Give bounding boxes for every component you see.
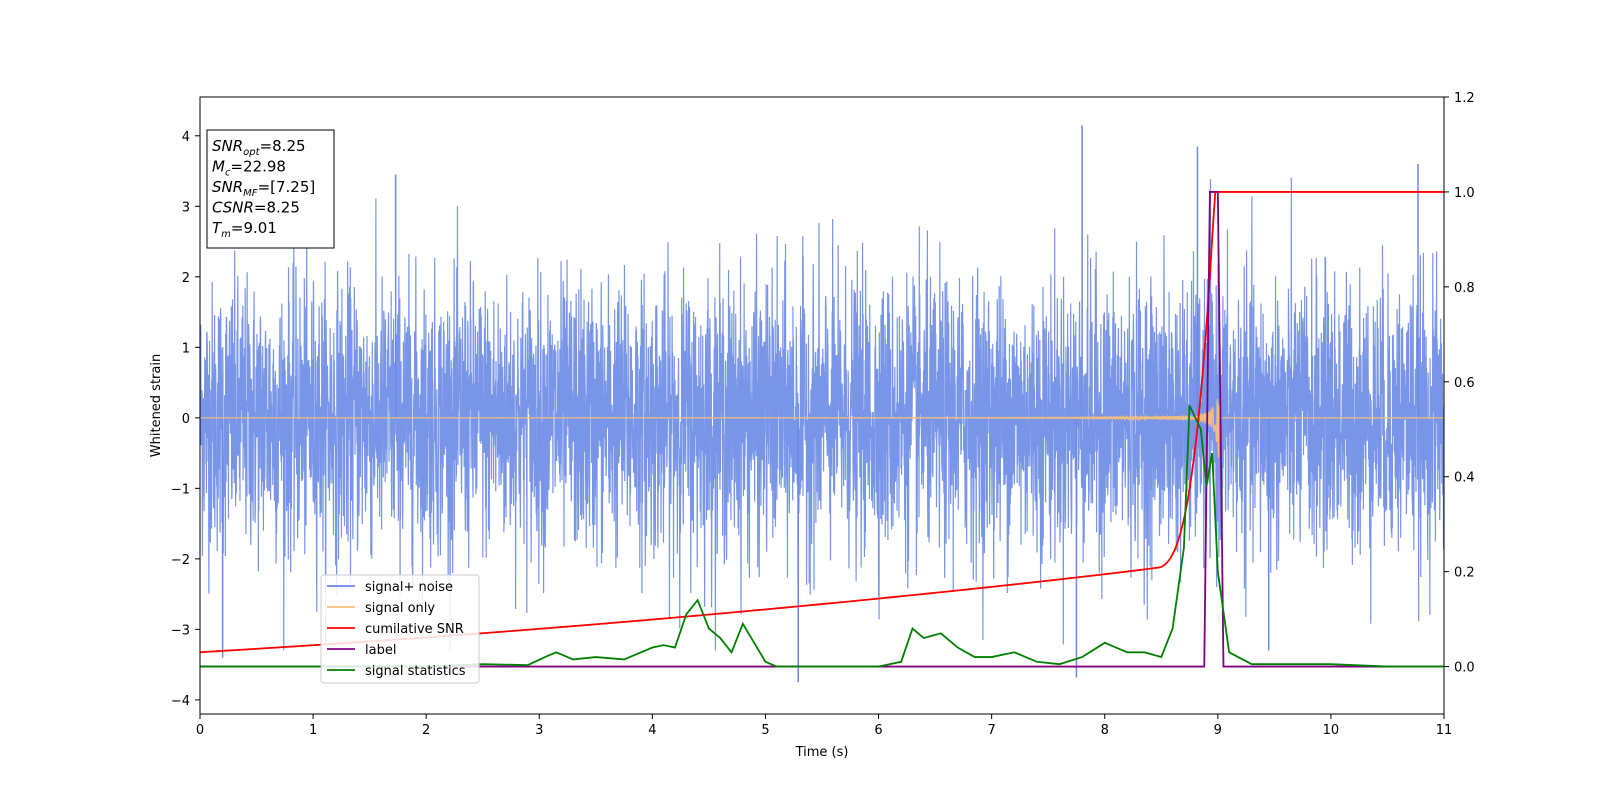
signal-only-series (200, 399, 1444, 458)
legend-label-1: signal only (365, 601, 435, 616)
legend: signal+ noise signal only cumilative SNR la… (320, 574, 480, 684)
y-left-tick-label-2: −2 (171, 553, 190, 568)
legend-label-2: cumilative SNR (365, 622, 464, 637)
y-left-tick-label-5: 1 (182, 341, 190, 356)
annotation-line-1: Mc=22.98 (212, 158, 286, 179)
legend-frame (320, 574, 480, 684)
annotation-line-3: CSNR=8.25 (212, 199, 300, 217)
signal-noise-series (200, 125, 1444, 683)
y-left-tick-label-3: −1 (171, 482, 190, 497)
x-axis-label: Time (s) (795, 745, 849, 760)
y-axis-left: −4 −3 −2 −1 0 1 2 3 4 (171, 130, 200, 709)
x-tick-label-3: 3 (535, 723, 543, 738)
x-tick-label-6: 6 (874, 723, 882, 738)
annotation-line-4: Tm=9.01 (212, 219, 277, 240)
signal-statistics-line (200, 405, 1444, 668)
label-line (200, 191, 1444, 668)
y-axis-label: Whitened strain (149, 354, 164, 457)
x-tick-label-1: 1 (309, 723, 317, 738)
signal-only-line (200, 399, 1444, 458)
y-left-tick-label-1: −3 (171, 623, 190, 638)
y-left-tick-label-6: 2 (182, 271, 190, 286)
x-tick-label-2: 2 (422, 723, 430, 738)
y-right-tick-label-4: 0.8 (1454, 281, 1475, 296)
y-axis-right: 0.0 0.2 0.4 0.6 0.8 1.0 1.2 (1444, 91, 1475, 676)
legend-label-3: label (365, 643, 396, 658)
x-tick-label-4: 4 (648, 723, 656, 738)
y-right-tick-label-1: 0.2 (1454, 566, 1475, 581)
x-tick-label-7: 7 (987, 723, 995, 738)
annotation-frame (206, 129, 335, 249)
y-left-tick-label-0: −4 (171, 694, 190, 709)
y-right-tick-label-2: 0.4 (1454, 471, 1475, 486)
x-tick-label-8: 8 (1101, 723, 1109, 738)
x-tick-label-5: 5 (761, 723, 769, 738)
y-right-tick-label-0: 0.0 (1454, 661, 1475, 676)
annotation-line-2: SNRMF=[7.25] (212, 178, 315, 199)
x-tick-label-11: 11 (1436, 723, 1453, 738)
signal-noise-line (200, 177, 1444, 651)
y-right-tick-label-6: 1.2 (1454, 91, 1475, 106)
x-axis: 0 1 2 3 4 5 6 7 8 9 10 11 (196, 714, 1452, 738)
annotation-box: SNRopt=8.25Mc=22.98SNRMF=[7.25]CSNR=8.25… (206, 129, 335, 249)
annotation-line-0: SNRopt=8.25 (212, 137, 306, 158)
x-tick-label-0: 0 (196, 723, 204, 738)
x-tick-label-10: 10 (1323, 723, 1340, 738)
plot-frame (199, 96, 1445, 715)
y-right-tick-label-5: 1.0 (1454, 186, 1475, 201)
y-left-tick-label-4: 0 (182, 412, 190, 427)
x-tick-label-9: 9 (1214, 723, 1222, 738)
y-right-tick-label-3: 0.6 (1454, 376, 1475, 391)
y-left-tick-label-8: 4 (182, 130, 190, 145)
legend-label-0: signal+ noise (365, 580, 453, 595)
y-left-tick-label-7: 3 (182, 200, 190, 215)
legend-label-4: signal statistics (365, 664, 466, 679)
